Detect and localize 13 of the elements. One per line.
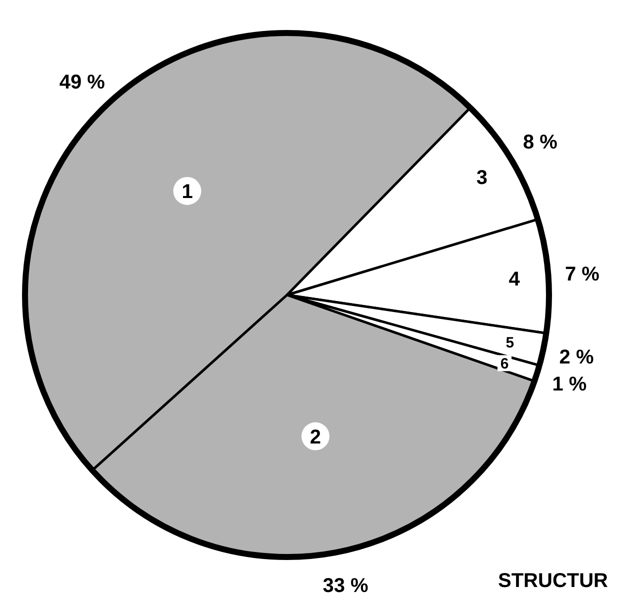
data-label: 33 %	[322, 575, 369, 598]
data-label: 1 %	[552, 374, 587, 396]
text: STRUCTUR	[498, 570, 609, 592]
data-label: 8 %	[522, 132, 558, 154]
slice-label: 2	[310, 426, 322, 448]
data-label: 49 %	[59, 71, 106, 94]
slice-label: 3	[476, 166, 488, 189]
slice-label: 5	[506, 334, 514, 352]
slice-label: 4	[508, 268, 521, 290]
data-label: 7 %	[564, 263, 600, 286]
data-label: 2 %	[559, 346, 594, 369]
slice-label: 1	[182, 180, 193, 203]
slice-label: 6	[500, 355, 509, 372]
